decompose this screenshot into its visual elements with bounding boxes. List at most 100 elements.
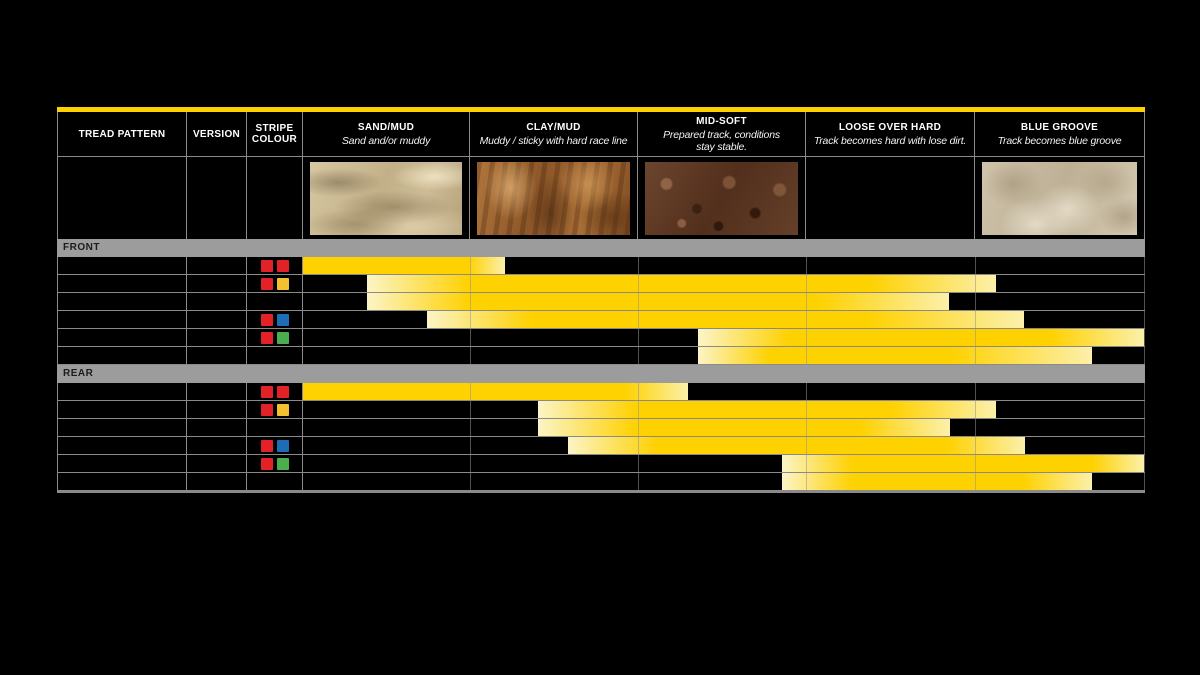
grid-line <box>638 293 639 310</box>
grid-line <box>806 329 807 346</box>
tread-pattern-cell <box>57 383 187 400</box>
grid-line <box>975 329 976 346</box>
suitability-bar <box>782 473 1092 490</box>
grid-line <box>806 383 807 400</box>
tread-pattern-cell <box>57 455 187 472</box>
grid-line <box>638 383 639 400</box>
header-blue-groove: BLUE GROOVE Track becomes blue groove <box>975 112 1145 156</box>
header-mid-soft: MID-SOFT Prepared track, conditions stay… <box>638 112 806 156</box>
terrain-cell-midsoft <box>638 157 806 239</box>
stripe-swatch-red <box>260 439 273 452</box>
version-cell <box>187 401 247 418</box>
stripe-swatch-blue <box>276 439 289 452</box>
grid-line <box>806 401 807 418</box>
stripe-colour-cell <box>247 257 303 274</box>
suitability-bar <box>538 401 996 418</box>
header-description: Sand and/or muddy <box>341 134 431 147</box>
grid-line <box>470 383 471 400</box>
tread-pattern-cell <box>57 401 187 418</box>
terrain-bar-area <box>303 275 1145 292</box>
header-stripe-colour: STRIPE COLOUR <box>247 112 303 156</box>
stripe-colour-cell <box>247 455 303 472</box>
grid-line <box>638 419 639 436</box>
header-label: TREAD PATTERN <box>78 128 166 140</box>
terrain-bar-area <box>303 257 1145 274</box>
grid-line <box>806 293 807 310</box>
sand-terrain-photo <box>310 162 462 235</box>
suitability-bar <box>568 437 1025 454</box>
terrain-bar-area <box>303 419 1145 436</box>
grid-line <box>638 455 639 472</box>
table-row <box>57 383 1145 401</box>
stripe-swatch-blue <box>276 313 289 326</box>
grid-line <box>1144 383 1145 400</box>
grid-line <box>470 329 471 346</box>
stripe-swatch-green <box>276 457 289 470</box>
grid-line <box>638 257 639 274</box>
terrain-photo-row <box>57 157 1145 239</box>
terrain-cell-blue <box>975 157 1145 239</box>
grid-line <box>470 437 471 454</box>
stripe-colour-cell <box>247 329 303 346</box>
stripe-swatch-red <box>260 277 273 290</box>
terrain-bar-area <box>303 329 1145 346</box>
stripe-colour-cell <box>247 401 303 418</box>
version-cell <box>187 347 247 364</box>
stripe-swatch-red <box>260 385 273 398</box>
grid-line <box>638 347 639 364</box>
tread-pattern-cell <box>57 347 187 364</box>
suitability-bar <box>698 347 1092 364</box>
stripe-swatch-red <box>260 259 273 272</box>
grid-line <box>638 473 639 490</box>
header-description: Prepared track, conditions stay stable. <box>663 128 780 153</box>
stripe-swatch-red <box>260 331 273 344</box>
grid-line <box>470 401 471 418</box>
terrain-cell-loose <box>806 157 975 239</box>
stripe-swatch-red <box>276 259 289 272</box>
table-body: TREAD PATTERN VERSION STRIPE COLOUR SAND… <box>57 112 1145 493</box>
stripe-colour-cell <box>247 437 303 454</box>
grid-line <box>1144 275 1145 292</box>
stripe-swatch-red <box>276 385 289 398</box>
stripe-colour-cell <box>247 383 303 400</box>
grid-line <box>806 311 807 328</box>
header-description: Track becomes hard with lose dirt. <box>813 134 967 147</box>
grid-line <box>638 311 639 328</box>
version-cell <box>187 329 247 346</box>
stripe-swatch-red <box>260 403 273 416</box>
version-cell <box>187 419 247 436</box>
version-cell <box>187 383 247 400</box>
header-label: VERSION <box>192 128 241 140</box>
terrain-bar-area <box>303 293 1145 310</box>
grid-line <box>975 257 976 274</box>
terrain-cell-clay <box>470 157 638 239</box>
header-label: CLAY/MUD <box>526 121 581 133</box>
clay-terrain-photo <box>477 162 630 235</box>
header-label: STRIPE COLOUR <box>251 123 298 145</box>
grid-line <box>806 275 807 292</box>
tread-pattern-cell <box>57 437 187 454</box>
grid-line <box>470 473 471 490</box>
grid-line <box>806 347 807 364</box>
grid-line <box>1144 473 1145 490</box>
grid-line <box>975 437 976 454</box>
grid-line <box>806 419 807 436</box>
suitability-bar <box>367 293 949 310</box>
rear-rows-container <box>57 383 1145 491</box>
terrain-bar-area <box>303 401 1145 418</box>
table-row <box>57 329 1145 347</box>
terrain-bar-area <box>303 383 1145 400</box>
stripe-colour-cell <box>247 311 303 328</box>
header-label: BLUE GROOVE <box>1020 121 1099 133</box>
grid-line <box>638 437 639 454</box>
version-cell <box>187 311 247 328</box>
suitability-bar <box>367 275 996 292</box>
version-cell <box>187 437 247 454</box>
version-cell <box>187 455 247 472</box>
midsoft-terrain-photo <box>645 162 798 235</box>
tread-pattern-cell <box>57 275 187 292</box>
grid-line <box>470 275 471 292</box>
stripe-colour-cell <box>247 275 303 292</box>
table-row <box>57 401 1145 419</box>
stripe-swatch-red <box>260 313 273 326</box>
